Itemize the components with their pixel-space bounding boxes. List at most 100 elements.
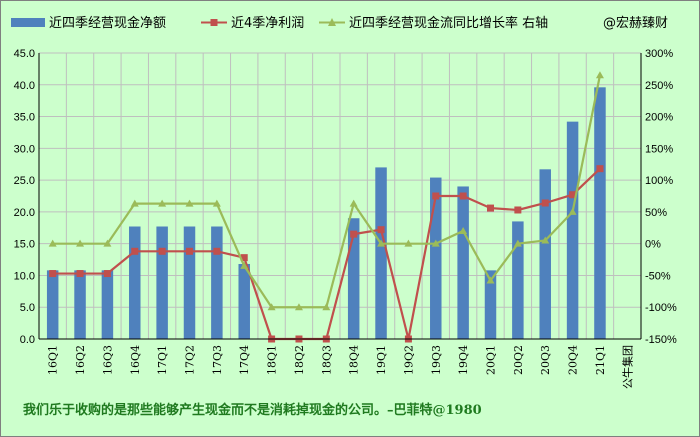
growth-point <box>158 199 167 207</box>
left-tick-label: 10.0 <box>14 270 35 282</box>
right-tick-label: 0% <box>645 239 661 251</box>
x-tick-label: 16Q3 <box>101 345 114 375</box>
bar <box>238 264 250 339</box>
bar <box>129 226 141 339</box>
legend-growth-label: 近四季经营现金流同比增长率 右轴 <box>349 15 548 31</box>
footer-quote: 我们乐于收购的是那些能够产生现金而不是消耗掉现金的公司。–巴菲特@1980 <box>23 402 482 418</box>
right-tick-label: -150% <box>645 334 677 346</box>
left-tick-label: 25.0 <box>14 175 35 187</box>
profit-point <box>158 247 166 255</box>
bar <box>211 226 223 339</box>
x-tick-label: 17Q3 <box>211 345 224 375</box>
x-tick-label: 17Q2 <box>184 345 197 375</box>
growth-point <box>377 239 386 247</box>
left-tick-label: 20.0 <box>14 207 35 219</box>
legend-profit-label: 近4季净利润 <box>231 16 304 31</box>
legend-watermark: @宏赫臻财 <box>603 16 668 31</box>
growth-point <box>322 303 331 311</box>
bar <box>512 221 524 339</box>
x-tick-label: 18Q2 <box>293 345 306 375</box>
right-tick-label: 200% <box>645 112 673 124</box>
bar <box>375 167 387 339</box>
x-tick-label: 20Q1 <box>485 345 498 375</box>
bar <box>101 270 114 339</box>
x-tick-label: 18Q3 <box>320 345 333 375</box>
growth-point <box>103 239 112 247</box>
bar <box>594 87 606 339</box>
profit-point <box>377 226 385 234</box>
bar <box>156 226 168 339</box>
profit-point <box>49 270 57 278</box>
right-tick-label: 150% <box>645 143 673 155</box>
bar <box>484 270 497 339</box>
legend-bar-swatch <box>11 18 45 27</box>
growth-point <box>212 199 221 207</box>
growth-point <box>240 261 249 269</box>
profit-point <box>186 247 193 255</box>
profit-point <box>459 192 467 200</box>
profit-point <box>103 270 111 278</box>
x-tick-label: 公牛集团 <box>620 345 634 389</box>
profit-point <box>487 204 494 212</box>
right-tick-label: 300% <box>645 48 673 60</box>
x-tick-label: 19Q4 <box>457 345 470 375</box>
x-tick-label: 21Q1 <box>594 345 607 375</box>
x-tick-label: 18Q1 <box>266 345 279 375</box>
bars-layer <box>46 87 606 339</box>
profit-point <box>240 254 248 262</box>
x-tick-label: 19Q3 <box>430 345 443 375</box>
growth-point <box>294 303 303 311</box>
left-tick-label: 40.0 <box>14 80 35 92</box>
growth-point <box>130 199 139 207</box>
profit-point <box>76 270 84 278</box>
x-tick-label: 20Q2 <box>512 345 525 375</box>
left-tick-label: 30.0 <box>14 143 35 155</box>
profit-point <box>432 192 440 200</box>
bar <box>457 186 469 339</box>
bar <box>74 270 86 339</box>
left-tick-label: 0.0 <box>20 334 35 346</box>
left-tick-label: 45.0 <box>14 48 35 60</box>
right-tick-label: 50% <box>645 207 667 219</box>
axis-layer: 0.0 5.0 10.0 15.0 20.0 25.0 30.0 35.0 40.0 45.0 -1… <box>14 48 677 389</box>
growth-point <box>541 236 550 244</box>
profit-point <box>596 165 604 173</box>
bar <box>347 218 360 339</box>
bar <box>430 177 442 339</box>
x-tick-label: 19Q1 <box>375 345 388 375</box>
x-tick-label: 17Q4 <box>238 345 251 375</box>
x-tick-label: 20Q4 <box>567 345 580 375</box>
x-tick-label: 20Q3 <box>539 345 552 375</box>
right-tick-label: -50% <box>645 270 671 282</box>
x-tick-label: 16Q1 <box>47 345 60 375</box>
profit-point <box>514 206 522 214</box>
right-tick-label: 250% <box>645 80 673 92</box>
legend-bars-label: 近四季经营现金净额 <box>49 15 166 31</box>
left-tick-label: 35.0 <box>14 112 35 124</box>
legend-growth-marker <box>328 18 336 26</box>
growth-point <box>595 71 604 79</box>
left-tick-label: 5.0 <box>20 302 35 314</box>
growth-point <box>431 239 440 247</box>
growth-point <box>48 239 57 247</box>
profit-point <box>569 191 577 199</box>
profit-point <box>213 247 221 255</box>
x-tick-label: 19Q2 <box>402 345 415 375</box>
profit-point <box>541 199 549 207</box>
legend-profit-marker <box>210 19 218 26</box>
growth-point <box>404 239 413 247</box>
right-tick-label: 100% <box>645 175 673 187</box>
x-tick-label: 17Q1 <box>156 345 169 375</box>
bar <box>46 270 59 339</box>
left-tick-label: 15.0 <box>14 239 35 251</box>
profit-point <box>131 247 139 255</box>
bar <box>183 226 196 339</box>
legend: 近四季经营现金净额 近4季净利润 近四季经营现金流同比增长率 右轴 @宏赫臻财 <box>11 15 668 31</box>
profit-point <box>350 230 358 238</box>
growth-point <box>459 226 468 234</box>
x-tick-label: 18Q4 <box>348 345 361 375</box>
growth-point <box>568 207 577 215</box>
growth-point <box>349 199 358 207</box>
